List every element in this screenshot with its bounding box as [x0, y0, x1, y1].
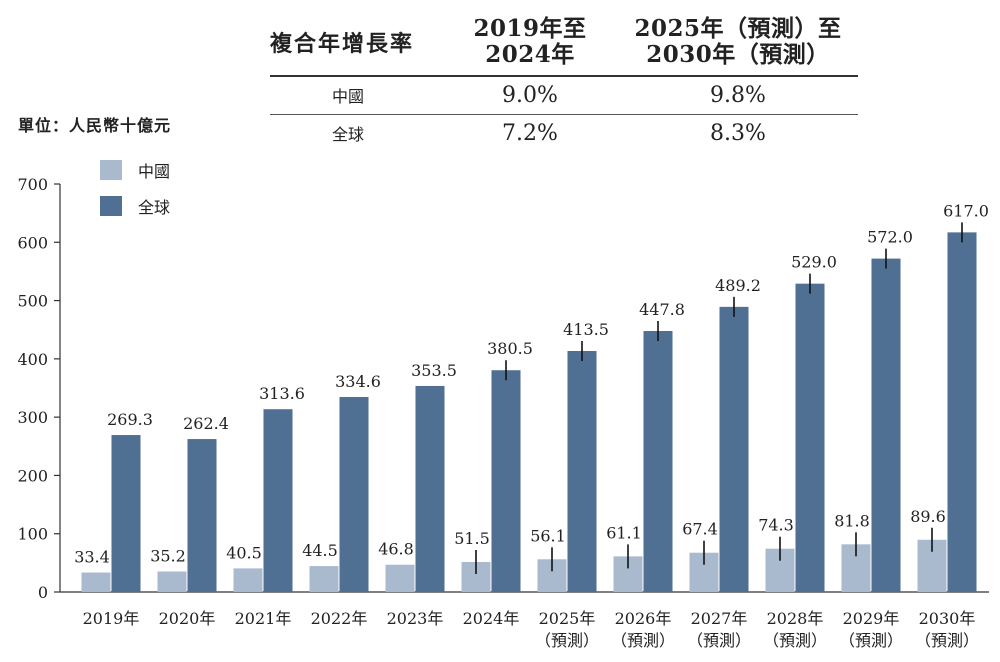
- unit-label: 單位：人民幣十億元: [18, 116, 172, 135]
- cagr-title: 複合年增長率: [270, 32, 415, 57]
- x-tick-label: 2022年: [311, 609, 368, 628]
- bar-china: [233, 568, 263, 592]
- x-tick-label: 2030年: [919, 609, 976, 628]
- data-label-global: 334.6: [335, 372, 381, 391]
- cagr-row-global: 全球 7.2% 8.3%: [270, 114, 858, 152]
- data-label-global: 380.5: [487, 339, 533, 358]
- legend-swatch-china: [100, 160, 122, 180]
- cagr-value: 9.0%: [502, 82, 558, 108]
- bar-global: [263, 409, 293, 592]
- data-label-china: 40.5: [226, 543, 262, 562]
- data-label-global: 572.0: [867, 228, 913, 247]
- cagr-value: 7.2%: [502, 120, 558, 146]
- x-tick-label: 2029年: [843, 609, 900, 628]
- bar-global: [491, 370, 521, 592]
- cagr-title-cell: 複合年增長率: [270, 8, 442, 76]
- cagr-row-rule: [270, 114, 858, 115]
- cagr-col1-line2: 2024年: [485, 41, 575, 68]
- data-label-global: 529.0: [791, 253, 837, 272]
- x-tick-label: 2027年: [691, 609, 748, 628]
- cagr-col2-header: 2025年（預測）至 2030年（預測）: [618, 8, 858, 76]
- legend-swatch-global: [100, 196, 122, 216]
- data-label-china: 51.5: [454, 529, 490, 548]
- legend-label-global: 全球: [138, 198, 171, 217]
- cagr-value: 8.3%: [710, 120, 766, 146]
- cagr-col1-header: 2019年至 2024年: [442, 8, 618, 76]
- x-axis-labels: 2019年 2020年 2021年 2022年 2023年 2024年 2025年 （預測） 2…: [83, 609, 979, 650]
- y-tick-label: 700: [17, 175, 48, 194]
- data-label-global: 262.4: [183, 414, 229, 433]
- x-tick-label: （預測）: [915, 631, 979, 650]
- data-label-china: 67.4: [682, 520, 718, 539]
- bar-global: [795, 283, 825, 592]
- x-tick-label: 2028年: [767, 609, 824, 628]
- data-label-global: 413.5: [563, 320, 609, 339]
- cagr-row-china: 中國 9.0% 9.8%: [270, 76, 858, 114]
- bar-china: [309, 566, 339, 592]
- cagr-header-rule: [270, 75, 858, 77]
- bars: 33.4 269.3 35.2 262.4 40.5 313.6 44.5 334.6 46.8…: [74, 201, 989, 592]
- x-tick-label: （預測）: [763, 631, 827, 650]
- y-tick-label: 200: [17, 466, 48, 485]
- cagr-value: 9.8%: [710, 82, 766, 108]
- y-tick-label: 100: [17, 525, 48, 544]
- cagr-col1-line1: 2019年至: [473, 15, 587, 42]
- cagr-col2-line2: 2030年（預測）: [646, 41, 830, 68]
- legend-item-global: 全球: [100, 188, 170, 224]
- cagr-row-label: 中國: [332, 87, 365, 106]
- data-label-china: 33.4: [74, 548, 110, 567]
- cagr-table: 複合年增長率 2019年至 2024年 2025年（預測）至 2030年（預測）…: [270, 8, 858, 152]
- legend-label-china: 中國: [138, 162, 171, 181]
- data-label-china: 74.3: [758, 516, 794, 535]
- cagr-col2-line1: 2025年（預測）至: [634, 15, 842, 42]
- bar-china: [157, 571, 187, 592]
- x-tick-label: （預測）: [687, 631, 751, 650]
- x-tick-label: 2020年: [159, 609, 216, 628]
- y-tick-label: 0: [38, 583, 48, 602]
- legend: 中國 全球: [100, 152, 170, 224]
- bar-china: [385, 564, 415, 592]
- bar-global: [187, 439, 217, 592]
- y-tick-label: 300: [17, 408, 48, 427]
- x-tick-label: 2021年: [235, 609, 292, 628]
- data-label-china: 35.2: [150, 546, 186, 565]
- x-tick-label: 2025年: [539, 609, 596, 628]
- x-tick-label: 2019年: [83, 609, 140, 628]
- data-label-china: 46.8: [378, 540, 414, 559]
- bar-global: [567, 350, 597, 592]
- data-label-global: 353.5: [411, 361, 457, 380]
- data-label-global: 617.0: [943, 201, 989, 220]
- x-tick-label: 2026年: [615, 609, 672, 628]
- x-tick-label: 2023年: [387, 609, 444, 628]
- bar-china: [81, 572, 111, 592]
- data-label-china: 56.1: [530, 526, 566, 545]
- x-tick-label: （預測）: [839, 631, 903, 650]
- data-label-china: 81.8: [834, 511, 870, 530]
- x-tick-label: （預測）: [611, 631, 675, 650]
- legend-item-china: 中國: [100, 152, 170, 188]
- data-label-global: 447.8: [639, 300, 685, 319]
- bar-global: [871, 258, 901, 592]
- bar-global: [111, 435, 141, 592]
- data-label-china: 61.1: [606, 523, 642, 542]
- y-tick-label: 400: [17, 350, 48, 369]
- bar-global: [339, 396, 369, 592]
- bar-global: [947, 232, 977, 592]
- x-tick-label: 2024年: [463, 609, 520, 628]
- y-tick-label: 500: [17, 292, 48, 311]
- data-label-global: 489.2: [715, 276, 761, 295]
- data-label-china: 89.6: [910, 507, 946, 526]
- bar-global: [643, 330, 673, 592]
- y-tick-label: 600: [17, 233, 48, 252]
- cagr-header-row: 複合年增長率 2019年至 2024年 2025年（預測）至 2030年（預測）: [270, 8, 858, 76]
- data-label-global: 269.3: [107, 410, 153, 429]
- bar-global: [719, 306, 749, 592]
- bar-global: [415, 385, 445, 592]
- x-tick-label: （預測）: [535, 631, 599, 650]
- cagr-row-label: 全球: [332, 125, 365, 144]
- data-label-global: 313.6: [259, 384, 305, 403]
- data-label-china: 44.5: [302, 541, 338, 560]
